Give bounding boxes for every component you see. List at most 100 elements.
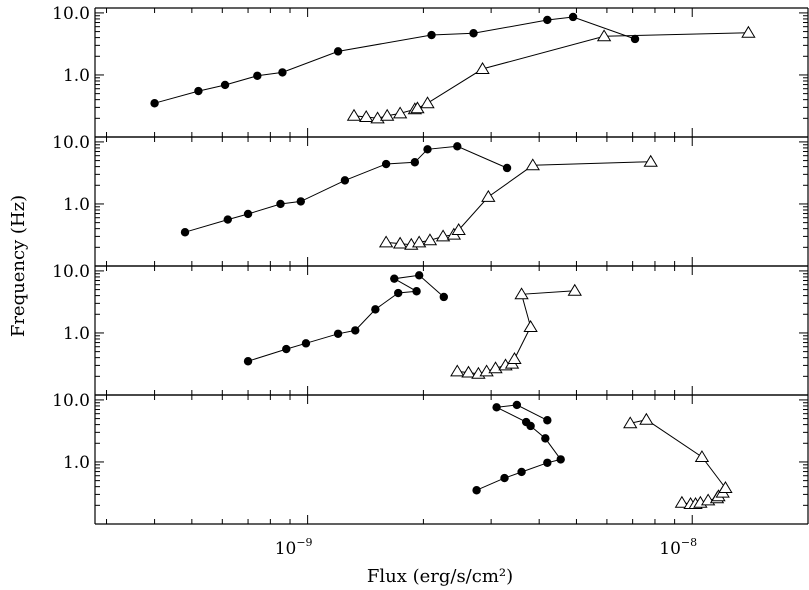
data-point-triangle bbox=[461, 365, 476, 378]
x-tick-label: 10−8 bbox=[659, 536, 697, 559]
data-point-circle bbox=[630, 34, 640, 44]
data-point-circle bbox=[453, 142, 462, 151]
data-point-circle bbox=[150, 99, 159, 108]
y-tick-label: 10.0 bbox=[52, 391, 90, 411]
data-point-circle bbox=[381, 159, 391, 169]
panel-1-series-triangle bbox=[346, 25, 756, 124]
data-point-circle bbox=[556, 455, 565, 464]
y-tick-label: 10.0 bbox=[52, 4, 90, 24]
data-point-triangle bbox=[359, 110, 374, 123]
data-point-circle bbox=[541, 434, 550, 443]
y-tick-label: 10.0 bbox=[52, 133, 90, 153]
data-point-circle bbox=[543, 416, 552, 425]
data-point-triangle bbox=[481, 189, 496, 202]
panel-1: 10.0 1.0 bbox=[52, 4, 809, 138]
data-point-triangle bbox=[422, 233, 438, 246]
data-point-triangle bbox=[488, 361, 503, 374]
data-point-circle bbox=[427, 30, 436, 40]
data-point-circle bbox=[333, 329, 343, 338]
data-point-triangle bbox=[379, 108, 395, 121]
data-point-circle bbox=[568, 12, 578, 22]
data-point-triangle bbox=[623, 416, 638, 429]
data-point-triangle bbox=[479, 364, 494, 377]
data-point-circle bbox=[220, 80, 230, 90]
x-axis-title: Flux (erg/s/cm²) bbox=[367, 566, 513, 587]
data-point-circle bbox=[301, 339, 311, 348]
y-tick-label: 1.0 bbox=[63, 195, 90, 215]
data-point-triangle bbox=[507, 352, 522, 365]
y-axis-title: Frequency (Hz) bbox=[8, 195, 29, 337]
data-point-circle bbox=[390, 274, 399, 283]
series-line bbox=[630, 419, 726, 505]
x-tick-label: 10−9 bbox=[275, 536, 313, 559]
panel-1-series-circle bbox=[150, 12, 640, 108]
data-point-circle bbox=[276, 199, 285, 209]
panel-2-series-circle bbox=[180, 142, 512, 237]
data-point-circle bbox=[500, 473, 509, 483]
data-point-circle bbox=[340, 176, 350, 185]
data-point-triangle bbox=[392, 236, 408, 249]
panel-4-series-circle bbox=[472, 400, 565, 495]
y-tick-label: 1.0 bbox=[63, 453, 90, 473]
data-point-circle bbox=[194, 86, 203, 96]
data-point-circle bbox=[502, 163, 512, 173]
data-point-circle bbox=[243, 209, 253, 219]
data-point-circle bbox=[296, 197, 306, 206]
data-point-triangle bbox=[475, 61, 490, 74]
series-line bbox=[154, 16, 636, 104]
data-point-triangle bbox=[410, 101, 425, 114]
data-point-triangle bbox=[643, 154, 658, 167]
data-point-circle bbox=[371, 305, 380, 314]
data-point-circle bbox=[282, 344, 291, 354]
panel-3-series-circle bbox=[243, 271, 449, 366]
data-point-triangle bbox=[639, 412, 654, 425]
y-tick-label: 1.0 bbox=[63, 324, 90, 344]
data-point-circle bbox=[517, 467, 526, 477]
data-point-triangle bbox=[420, 96, 435, 109]
data-point-circle bbox=[412, 287, 421, 296]
data-point-circle bbox=[394, 288, 403, 298]
data-point-circle bbox=[414, 271, 424, 280]
data-point-circle bbox=[243, 357, 253, 366]
data-point-triangle bbox=[378, 235, 394, 248]
data-point-triangle bbox=[596, 29, 612, 42]
data-point-triangle bbox=[523, 319, 538, 332]
data-point-circle bbox=[253, 71, 262, 80]
data-point-circle bbox=[351, 326, 360, 335]
data-point-circle bbox=[469, 29, 478, 38]
data-point-circle bbox=[423, 145, 432, 154]
panel-3: 10.0 1.0 bbox=[52, 262, 809, 396]
data-point-triangle bbox=[567, 283, 582, 296]
data-point-circle bbox=[543, 15, 552, 25]
data-point-circle bbox=[439, 292, 449, 302]
data-point-triangle bbox=[718, 481, 733, 494]
y-tick-label: 1.0 bbox=[63, 66, 90, 86]
series-line bbox=[386, 161, 651, 246]
data-point-triangle bbox=[514, 287, 529, 300]
data-point-circle bbox=[180, 228, 190, 237]
chart-panels: 10.0 1.0 10.0 1.0 10.0 1.0 10.0 1.0 bbox=[52, 4, 809, 525]
panel-4: 10.0 1.0 bbox=[52, 391, 809, 525]
data-point-circle bbox=[521, 417, 531, 427]
data-point-circle bbox=[333, 47, 343, 56]
data-point-triangle bbox=[451, 223, 466, 236]
panel-4-series-triangle bbox=[623, 412, 733, 510]
data-point-circle bbox=[278, 68, 287, 77]
series-line bbox=[184, 145, 508, 233]
panel-3-series-triangle bbox=[450, 283, 582, 379]
data-point-circle bbox=[223, 215, 232, 224]
data-point-triangle bbox=[525, 158, 540, 171]
panel-2-series-triangle bbox=[378, 154, 658, 250]
data-point-triangle bbox=[674, 495, 690, 508]
data-point-triangle bbox=[694, 450, 710, 463]
data-point-triangle bbox=[346, 108, 362, 121]
data-point-circle bbox=[472, 486, 481, 495]
data-point-circle bbox=[410, 158, 420, 167]
data-point-triangle bbox=[741, 25, 756, 38]
data-point-triangle bbox=[435, 229, 451, 242]
data-point-circle bbox=[512, 400, 522, 410]
panel-2: 10.0 1.0 bbox=[52, 133, 809, 267]
data-point-circle bbox=[492, 403, 501, 412]
x-axis-tick-labels: 10−9 10−8 bbox=[275, 536, 697, 559]
